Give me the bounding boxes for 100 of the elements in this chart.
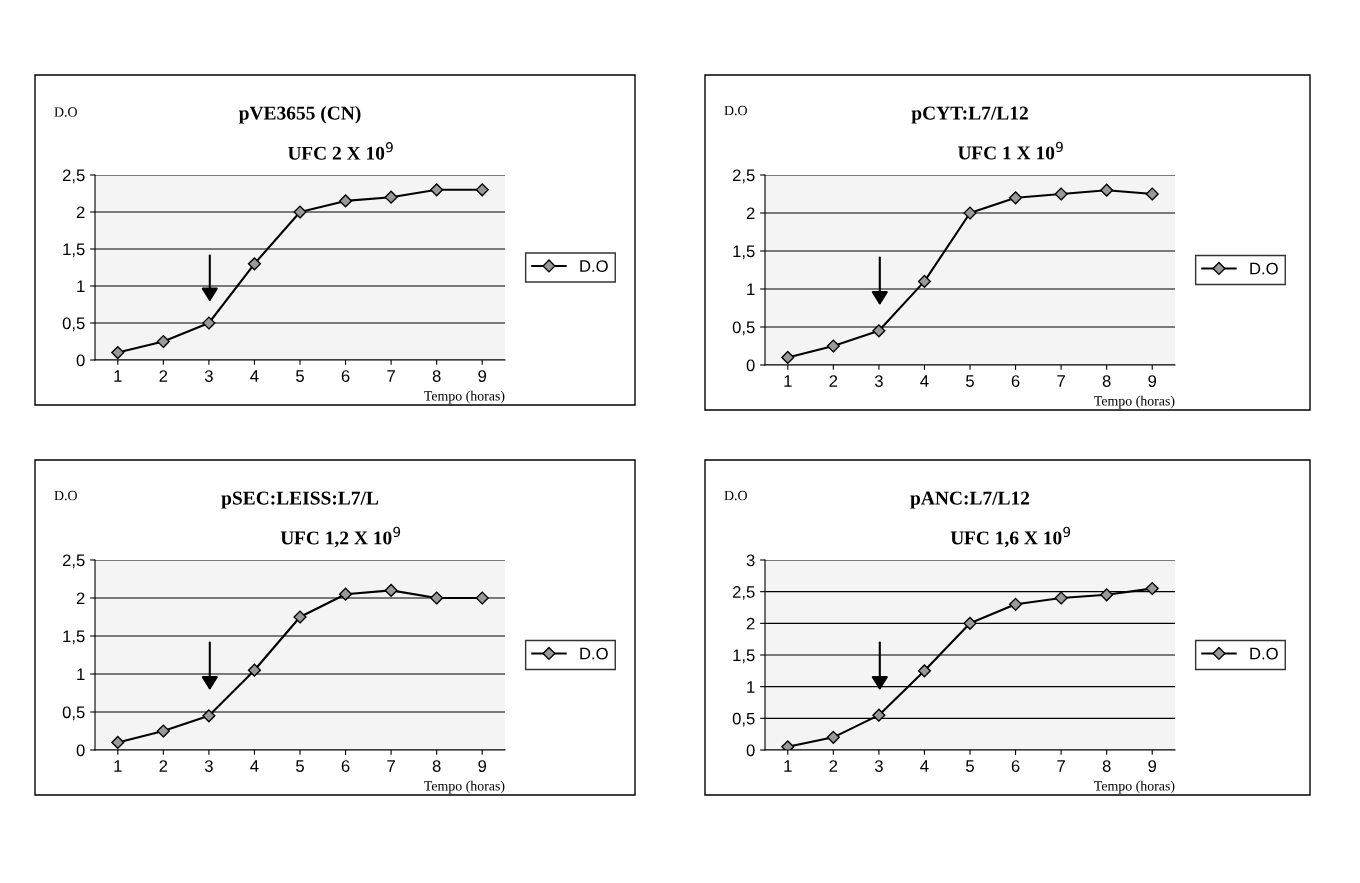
y-tick-label: 0 (76, 354, 85, 367)
x-tick-label: 7 (1057, 760, 1065, 772)
x-axis-title: Tempo (horas) (424, 780, 505, 794)
x-tick-label: 2 (829, 375, 838, 387)
point (963, 616, 977, 630)
y-tick-label: 1,5 (733, 245, 755, 260)
text: UFC 1 X 10$^{9}$ (958, 141, 1063, 160)
y-tick-label: 0,5 (62, 317, 85, 332)
point (872, 324, 886, 338)
y-tick-label: 2,5 (732, 169, 755, 184)
x-tick-label: 7 (1057, 375, 1065, 387)
x-tick-label: 6 (1011, 375, 1020, 387)
point (384, 190, 398, 204)
point (1145, 187, 1159, 201)
point (111, 346, 125, 360)
x-tick-label: 3 (874, 375, 883, 387)
point (917, 274, 932, 288)
x-tick-label: 2 (159, 760, 168, 772)
x-tick-label: 2 (159, 370, 168, 382)
x-tick-label: 8 (432, 370, 441, 382)
y-tick-label: 1 (747, 283, 755, 296)
y-tick-label: 2,5 (62, 169, 85, 184)
x-tick-label: 8 (1102, 760, 1111, 772)
x-tick-label: 8 (1102, 375, 1111, 387)
x-tick-label: 9 (1148, 760, 1157, 772)
legend-label: D.O (580, 647, 608, 660)
legend-label: D.O (580, 260, 608, 272)
y-tick-label: 1,5 (63, 243, 85, 258)
x-tick-label: 4 (250, 760, 259, 772)
point (247, 663, 262, 677)
chart-title: pANC:L7/L12 (910, 491, 1030, 509)
point (963, 206, 977, 220)
x-tick-label: 4 (250, 370, 259, 382)
point (430, 591, 444, 605)
point (384, 583, 398, 597)
legend-label: D.O (1250, 262, 1278, 275)
point (475, 591, 489, 605)
point (247, 257, 262, 271)
point (1054, 591, 1068, 605)
x-tick-label: 1 (784, 375, 792, 387)
y-tick-label: 0,5 (732, 321, 755, 336)
text: UFC 1,2 X 10$^{9}$ (280, 526, 401, 548)
point (338, 194, 353, 208)
y-tick-label: 1 (747, 681, 755, 693)
point (475, 183, 489, 197)
y-tick-label: 0 (746, 359, 755, 372)
point (293, 610, 307, 624)
x-tick-label: 5 (966, 375, 974, 387)
point (1008, 597, 1023, 611)
x-tick-label: 9 (478, 760, 487, 772)
y-tick-label: 1,5 (63, 630, 85, 645)
y-axis-title: D.O (54, 490, 77, 501)
text: UFC 2 X 10$^{9}$ (288, 142, 393, 160)
x-axis-title: Tempo (horas) (1094, 395, 1175, 409)
x-tick-label: 9 (1148, 375, 1157, 387)
point (1054, 187, 1068, 201)
point (1100, 588, 1114, 602)
x-tick-label: 1 (114, 760, 122, 772)
point (826, 339, 840, 353)
x-tick-label: 9 (478, 370, 487, 382)
point (826, 730, 840, 744)
point (1100, 183, 1114, 197)
x-axis-title: Tempo (horas) (1094, 780, 1175, 794)
point (111, 735, 125, 749)
y-tick-label: 2,5 (62, 554, 85, 569)
x-tick-label: 6 (1011, 760, 1020, 772)
x-tick-label: 4 (920, 760, 929, 772)
y-tick-label: 1,5 (733, 649, 755, 664)
y-axis-title: D.O (724, 490, 747, 501)
y-tick-label: 3 (746, 554, 755, 567)
chart-title: pCYT:L7/L12 (911, 106, 1028, 124)
y-tick-label: 0,5 (62, 706, 85, 721)
x-tick-label: 2 (829, 760, 838, 772)
x-axis-title: Tempo (horas) (424, 390, 505, 404)
x-tick-label: 3 (204, 370, 213, 382)
x-tick-label: 7 (387, 760, 395, 772)
y-tick-label: 2 (746, 617, 755, 630)
y-tick-label: 1 (77, 668, 85, 681)
x-tick-label: 1 (784, 760, 792, 772)
y-tick-label: 0 (746, 744, 755, 757)
y-tick-label: 2,5 (732, 586, 755, 600)
text: UFC 1,6 X 10$^{9}$ (950, 526, 1071, 548)
point (338, 587, 353, 601)
point (430, 183, 444, 197)
x-tick-label: 5 (296, 760, 304, 772)
x-tick-label: 6 (341, 760, 350, 772)
point (781, 350, 795, 364)
point (156, 334, 170, 349)
y-tick-label: 2 (76, 206, 85, 219)
point (1145, 581, 1159, 596)
x-tick-label: 6 (341, 370, 350, 382)
x-tick-label: 8 (432, 760, 441, 772)
x-tick-label: 5 (296, 370, 304, 382)
x-tick-label: 7 (387, 370, 395, 382)
x-tick-label: 1 (114, 370, 122, 382)
point (156, 724, 170, 738)
point (872, 708, 886, 722)
legend-label: D.O (1250, 647, 1278, 660)
point (781, 740, 795, 750)
point (917, 664, 932, 678)
